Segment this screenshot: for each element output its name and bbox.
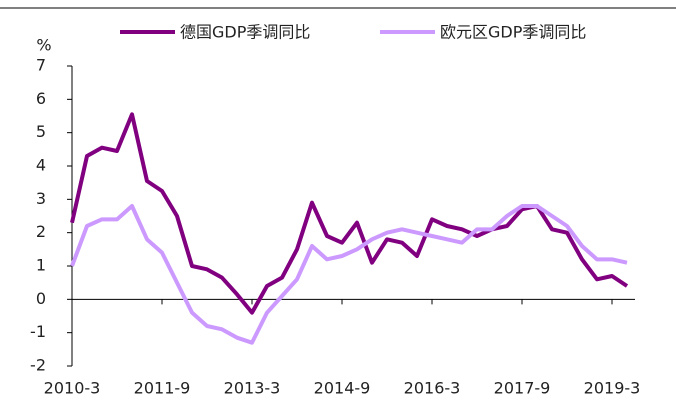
x-tick-label: 2011-9 — [134, 379, 191, 398]
y-tick-label: 1 — [36, 256, 46, 275]
y-tick-label: 3 — [36, 189, 46, 208]
x-tick-label: 2019-3 — [584, 379, 641, 398]
y-tick-label: -2 — [30, 356, 46, 375]
y-tick-label: 7 — [36, 56, 46, 75]
x-tick-label: 2013-3 — [224, 379, 281, 398]
legend-label: 欧元区GDP季调同比 — [440, 23, 586, 42]
y-tick-label: 5 — [36, 122, 46, 141]
x-tick-label: 2016-3 — [404, 379, 461, 398]
series-line — [70, 204, 628, 345]
x-tick-label: 2010-3 — [44, 379, 101, 398]
y-tick-label: 4 — [36, 156, 46, 175]
y-tick-label: 6 — [36, 89, 46, 108]
y-tick-label: -1 — [30, 322, 46, 341]
y-tick-label: 2 — [36, 222, 46, 241]
y-axis-label: % — [36, 36, 51, 55]
x-tick-label: 2014-9 — [314, 379, 371, 398]
series-line — [70, 112, 629, 315]
legend-label: 德国GDP季调同比 — [180, 23, 310, 42]
y-tick-label: 0 — [36, 289, 46, 308]
x-tick-label: 2017-9 — [494, 379, 551, 398]
